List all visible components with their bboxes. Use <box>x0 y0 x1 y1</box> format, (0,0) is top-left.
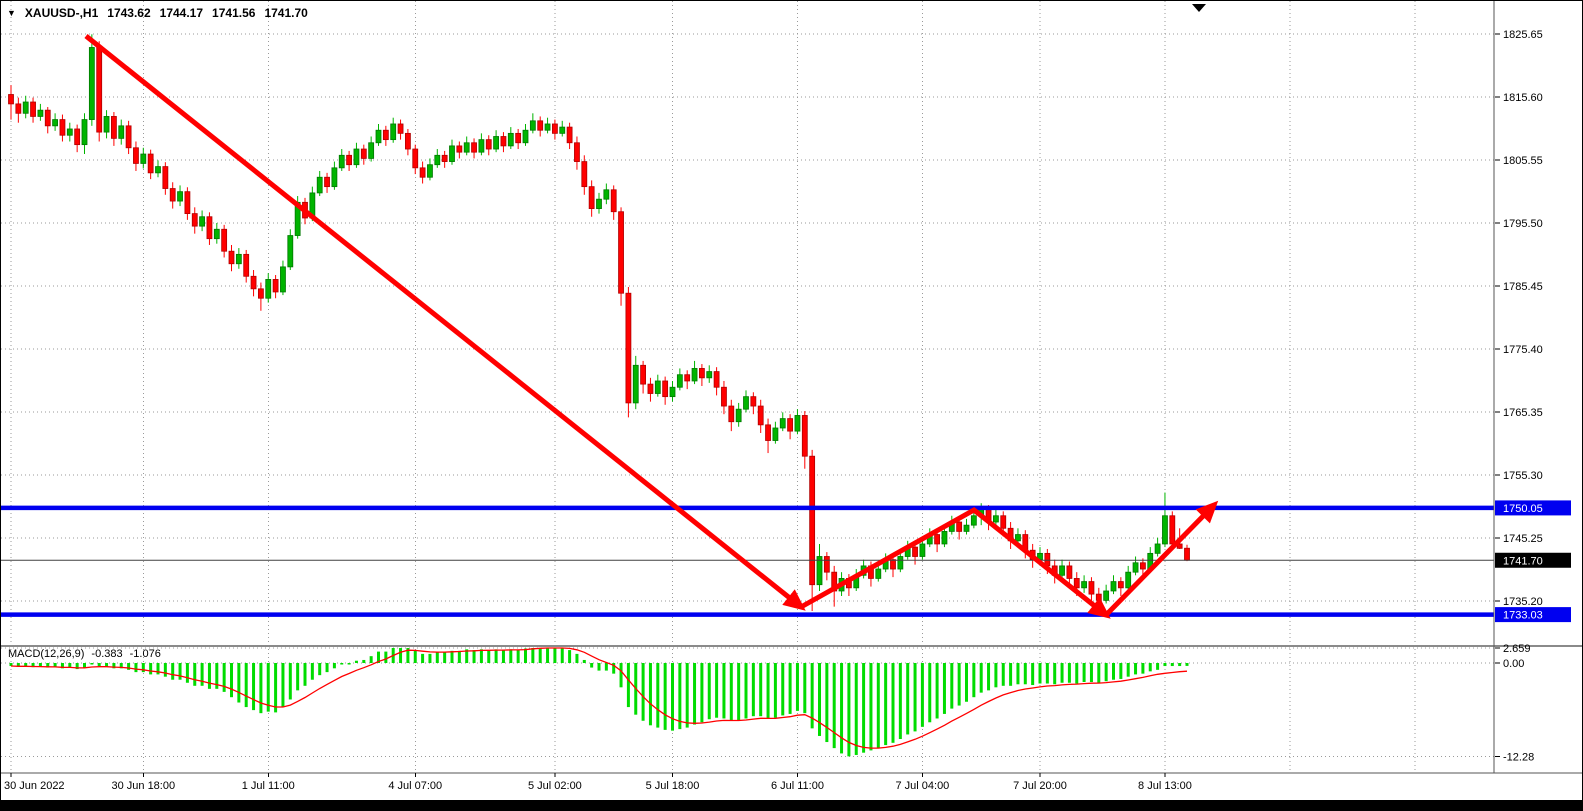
macd-indicator-label: MACD(12,26,9) -0.383 -1.076 <box>8 648 161 660</box>
time-tick-label: 1 Jul 11:00 <box>242 780 295 792</box>
price-tick-label: 1775.40 <box>1503 344 1543 356</box>
trend-arrow-3[interactable] <box>1104 500 1219 617</box>
price-tick-label: 1745.25 <box>1503 533 1543 545</box>
price-tick-label: 1815.60 <box>1503 92 1543 104</box>
time-tick-label: 5 Jul 18:00 <box>646 780 700 792</box>
chart-shift-marker-icon[interactable] <box>1192 4 1206 12</box>
trend-arrow-2[interactable] <box>799 506 1111 619</box>
low-value: 1741.56 <box>212 6 256 20</box>
high-value: 1744.17 <box>159 6 204 20</box>
symbol-period-label: XAUUSD-,H1 <box>24 6 99 20</box>
price-tag-label: 1750.05 <box>1503 503 1543 515</box>
price-tick-label: 1825.65 <box>1503 29 1543 41</box>
macd-name: MACD(12,26,9) <box>8 648 85 660</box>
macd-signal-value: -1.076 <box>129 648 161 660</box>
price-scale[interactable]: 1825.65 1815.60 1805.55 1795.50 1785.45 1775.… <box>1495 29 1571 763</box>
price-tick-label: 1755.30 <box>1503 470 1543 482</box>
price-tag-label: 1733.03 <box>1503 610 1543 622</box>
bottom-border-bar <box>1 800 1582 810</box>
time-tick-label: 7 Jul 04:00 <box>895 780 949 792</box>
price-tag-1733.03 <box>1495 607 1571 623</box>
macd-histogram <box>9 648 1189 757</box>
close-value: 1741.70 <box>264 6 308 20</box>
price-tag-1750.05 <box>1495 500 1571 516</box>
price-tick-label: 1765.35 <box>1503 407 1543 419</box>
price-tick-label: 1795.50 <box>1503 218 1543 230</box>
time-tick-label: 30 Jun 18:00 <box>111 780 175 792</box>
price-tick-label: 1735.20 <box>1503 596 1543 608</box>
macd-tick-label: 2.659 <box>1503 643 1531 655</box>
price-tick-label: 1785.45 <box>1503 281 1543 293</box>
time-tick-label: 6 Jul 11:00 <box>771 780 824 792</box>
macd-tick-label: -12.28 <box>1503 751 1534 763</box>
macd-main-value: -0.383 <box>91 648 123 660</box>
time-scale[interactable]: 30 Jun 2022 30 Jun 18:00 1 Jul 11:00 4 Jul … <box>4 773 1192 792</box>
symbol-dropdown-icon[interactable]: ▼ <box>7 8 16 18</box>
price-tag-label: 1741.70 <box>1503 555 1543 567</box>
macd-tick-label: 0.00 <box>1503 658 1524 670</box>
macd-signal-line <box>10 647 1188 749</box>
time-tick-label: 5 Jul 02:00 <box>528 780 582 792</box>
trend-arrow-1[interactable] <box>84 34 806 611</box>
time-tick-label: 4 Jul 07:00 <box>388 780 442 792</box>
candlesticks <box>8 34 1190 613</box>
open-value: 1743.62 <box>107 6 151 20</box>
time-tick-label: 8 Jul 13:00 <box>1138 780 1192 792</box>
grid-lines <box>1 1 1494 773</box>
chart-header: ▼ XAUUSD-,H1 1743.62 1744.17 1741.56 174… <box>7 6 308 20</box>
price-tick-label: 1805.55 <box>1503 155 1543 167</box>
price-tag-1741.70 <box>1495 552 1571 568</box>
time-tick-label: 30 Jun 2022 <box>4 780 65 792</box>
time-tick-label: 7 Jul 20:00 <box>1013 780 1067 792</box>
